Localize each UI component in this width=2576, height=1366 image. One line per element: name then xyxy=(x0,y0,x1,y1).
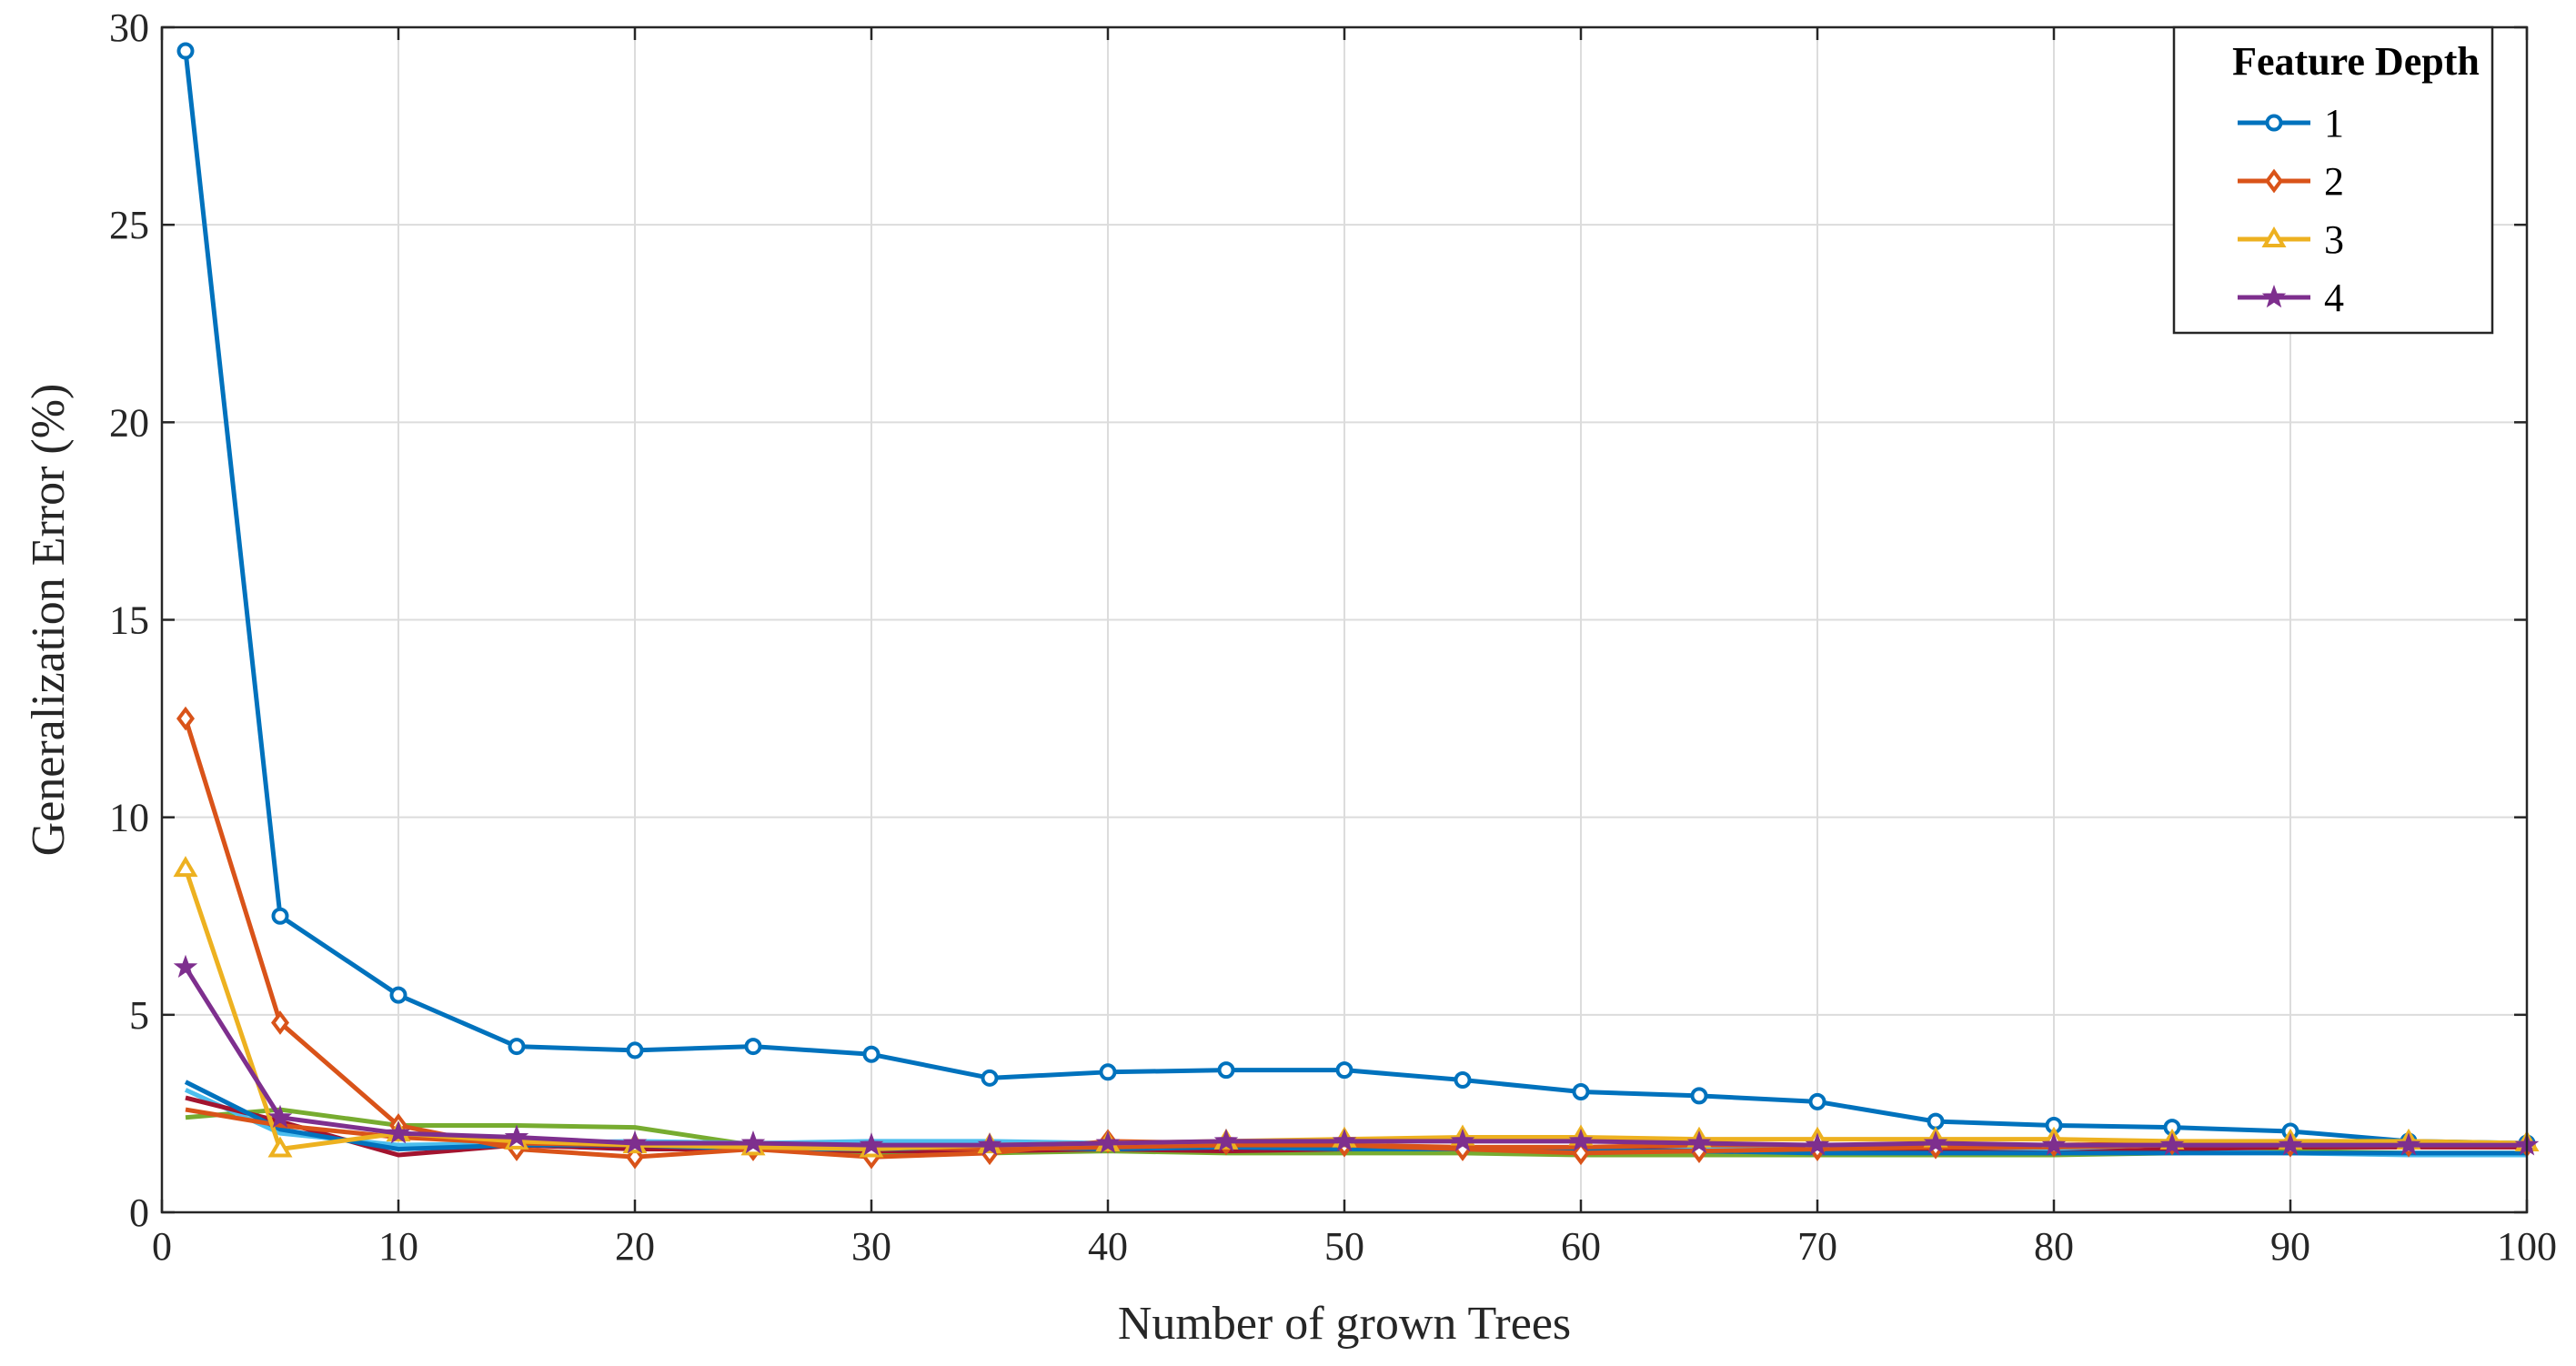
data-point-4 xyxy=(267,1104,293,1129)
legend-item-2: 2 xyxy=(2238,159,2344,204)
data-point-1 xyxy=(862,1045,880,1063)
legend-item-4: 4 xyxy=(2238,276,2344,320)
data-point-1 xyxy=(176,42,195,60)
x-tick-label: 20 xyxy=(615,1224,655,1269)
data-point-3 xyxy=(267,1136,293,1158)
y-tick-label: 20 xyxy=(109,400,149,445)
data-point-1 xyxy=(1808,1092,1826,1110)
y-tick-label: 5 xyxy=(129,993,149,1038)
legend-label-2: 2 xyxy=(2324,159,2344,204)
data-point-4 xyxy=(1213,1128,1239,1152)
x-tick-label: 40 xyxy=(1088,1224,1128,1269)
x-tick-label: 80 xyxy=(2034,1224,2074,1269)
y-tick-label: 25 xyxy=(109,203,149,247)
data-point-4 xyxy=(1923,1130,1948,1154)
x-tick-label: 0 xyxy=(152,1224,172,1269)
data-point-3 xyxy=(173,856,198,878)
legend-marker-1 xyxy=(2265,114,2283,132)
x-tick-label: 50 xyxy=(1324,1224,1364,1269)
data-point-1 xyxy=(1454,1070,1472,1089)
x-tick-label: 100 xyxy=(2497,1224,2557,1269)
x-tick-label: 70 xyxy=(1797,1224,1837,1269)
data-point-1 xyxy=(389,986,408,1004)
data-point-4 xyxy=(859,1132,884,1156)
data-point-1 xyxy=(1572,1083,1590,1101)
y-tick-label: 15 xyxy=(109,598,149,643)
legend-item-1: 1 xyxy=(2238,101,2344,146)
data-point-1 xyxy=(1099,1063,1117,1081)
data-point-4 xyxy=(386,1120,411,1144)
data-point-1 xyxy=(271,907,289,925)
data-point-4 xyxy=(1568,1128,1594,1152)
series-4 xyxy=(173,954,2540,1156)
data-point-4 xyxy=(1686,1130,1712,1154)
data-point-4 xyxy=(740,1130,766,1154)
legend-title: Feature Depth xyxy=(2232,39,2480,84)
data-point-4 xyxy=(173,954,198,979)
data-point-2 xyxy=(271,1010,289,1035)
legend-item-3: 3 xyxy=(2238,217,2344,262)
x-axis-label: Number of grown Trees xyxy=(1118,1298,1571,1350)
data-point-4 xyxy=(977,1132,1002,1156)
data-point-1 xyxy=(744,1038,762,1056)
y-tick-label: 0 xyxy=(129,1190,149,1235)
data-point-4 xyxy=(1450,1128,1475,1152)
data-point-1 xyxy=(508,1038,526,1056)
y-tick-label: 30 xyxy=(109,5,149,50)
legend-marker-3 xyxy=(2261,226,2287,247)
y-tick-label: 10 xyxy=(109,796,149,840)
y-axis-label: Generalization Error (%) xyxy=(23,384,75,857)
data-point-4 xyxy=(2278,1132,2303,1156)
legend-marker-2 xyxy=(2265,168,2283,194)
data-point-4 xyxy=(1805,1132,1830,1156)
data-point-1 xyxy=(1335,1061,1353,1080)
data-point-1 xyxy=(981,1069,999,1087)
x-tick-label: 30 xyxy=(851,1224,891,1269)
data-point-4 xyxy=(1332,1128,1357,1152)
data-point-2 xyxy=(176,706,195,731)
legend-label-3: 3 xyxy=(2324,217,2344,262)
data-point-4 xyxy=(1095,1130,1121,1154)
x-tick-label: 90 xyxy=(2270,1224,2310,1269)
legend-label-4: 4 xyxy=(2324,276,2344,320)
data-point-4 xyxy=(2159,1132,2185,1156)
data-point-1 xyxy=(626,1041,644,1060)
data-point-1 xyxy=(1690,1087,1708,1105)
legend-marker-4 xyxy=(2261,285,2287,308)
data-point-4 xyxy=(622,1130,648,1154)
data-point-1 xyxy=(1927,1112,1945,1130)
axis-ticks: 0 10 20 30 40 50 60 70 80 90 100 0 5 10 15 20 25 30 xyxy=(109,5,2557,1269)
data-point-4 xyxy=(2041,1132,2067,1156)
x-tick-label: 10 xyxy=(378,1224,418,1269)
legend-label-1: 1 xyxy=(2324,101,2344,146)
series-layer xyxy=(173,42,2540,1170)
x-tick-label: 60 xyxy=(1561,1224,1601,1269)
data-point-4 xyxy=(504,1124,529,1148)
data-point-1 xyxy=(1217,1061,1235,1080)
legend: Feature Depth 1 2 3 4 xyxy=(2172,25,2494,335)
data-point-4 xyxy=(2396,1132,2421,1156)
legend-box xyxy=(2172,25,2494,335)
